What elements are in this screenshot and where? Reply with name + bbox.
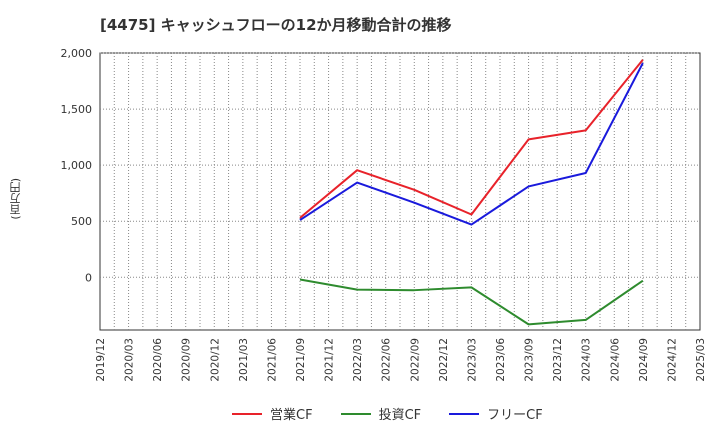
series-line-1: [299, 278, 644, 326]
y-tick-label: 2,000: [61, 47, 93, 60]
legend-swatch-free-cf: [449, 412, 480, 415]
legend-item-investing-cf: 投資CF: [340, 404, 422, 423]
x-tick-label: 2024/06: [609, 338, 621, 382]
x-tick-label: 2025/03: [695, 338, 707, 382]
x-tick-label: 2023/12: [552, 338, 564, 382]
x-tick-label: 2023/09: [524, 338, 536, 382]
chart-title: [4475] キャッシュフローの12か月移動合計の推移: [100, 16, 452, 34]
x-tick-label: 2020/12: [209, 338, 221, 382]
legend-label-investing-cf: 投資CF: [378, 408, 422, 423]
x-axis-ticks: 2019/12 2020/03 2020/06 2020/09 2020/12 2021/…: [95, 338, 707, 382]
y-tick-label: 500: [71, 215, 92, 228]
x-tick-label: 2019/12: [95, 338, 107, 382]
y-tick-label: 0: [85, 271, 92, 284]
x-tick-label: 2024/09: [638, 338, 650, 382]
y-tick-label: 1,000: [61, 159, 93, 172]
x-tick-label: 2020/06: [152, 338, 164, 382]
legend-label-operating-cf: 営業CF: [270, 408, 313, 423]
x-tick-label: 2024/12: [666, 338, 678, 382]
series-line-2: [299, 62, 644, 226]
x-tick-label: 2024/03: [581, 338, 593, 382]
x-tick-label: 2021/12: [324, 338, 336, 382]
x-tick-label: 2023/06: [495, 338, 507, 382]
series-lines: [299, 59, 644, 326]
x-tick-label: 2023/03: [466, 338, 478, 382]
legend: 営業CF 投資CF フリーCF: [232, 404, 543, 423]
x-tick-label: 2022/09: [409, 338, 421, 382]
x-tick-label: 2021/09: [295, 338, 307, 382]
x-tick-label: 2022/12: [438, 338, 450, 382]
legend-swatch-investing-cf: [340, 412, 371, 415]
x-tick-label: 2022/06: [381, 338, 393, 382]
y-axis-ticks: 0 500 1,000 1,500 2,000: [61, 47, 93, 284]
y-tick-label: 1,500: [61, 103, 93, 116]
x-tick-label: 2021/06: [266, 338, 278, 382]
x-tick-label: 2020/09: [181, 338, 193, 382]
legend-label-free-cf: フリーCF: [487, 408, 543, 423]
series-line-0: [299, 59, 644, 219]
x-tick-label: 2021/03: [238, 338, 250, 382]
grid-lines: [100, 52, 700, 330]
x-tick-label: 2020/03: [124, 338, 136, 382]
legend-item-operating-cf: 営業CF: [232, 404, 313, 423]
x-tick-label: 2022/03: [352, 338, 364, 382]
legend-item-free-cf: フリーCF: [449, 404, 543, 423]
legend-swatch-operating-cf: [232, 412, 262, 415]
